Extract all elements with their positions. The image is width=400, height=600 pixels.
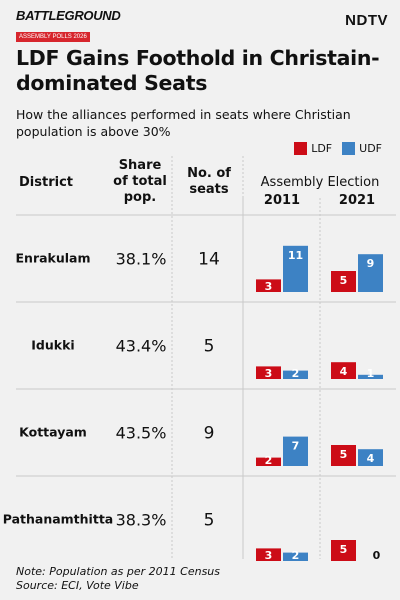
header-election: Assembly Election xyxy=(261,175,380,190)
bar-label-udf-2011: 2 xyxy=(292,549,300,562)
battleground-logo: BATTLEGROUND ASSEMBLY POLLS 2026 xyxy=(16,8,121,42)
bar-udf-2021 xyxy=(358,254,383,292)
header-share: Share xyxy=(119,158,162,173)
bar-udf-2011 xyxy=(283,552,308,561)
bar-label-udf-2021: 4 xyxy=(367,452,375,465)
bar-ldf-2021 xyxy=(331,445,356,466)
share-value: 43.5% xyxy=(116,424,167,443)
share-value: 38.1% xyxy=(116,250,167,269)
bar-label-udf-2021: 1 xyxy=(367,367,375,380)
bar-ldf-2021 xyxy=(331,271,356,292)
source-text: Source: ECI, Vote Vibe xyxy=(16,579,139,592)
bar-udf-2011 xyxy=(283,245,308,292)
bar-udf-2021 xyxy=(358,374,383,379)
share-value: 43.4% xyxy=(116,337,167,356)
seats-value: 9 xyxy=(204,424,215,444)
bar-udf-2011 xyxy=(283,370,308,379)
bar-ldf-2011 xyxy=(256,366,281,379)
bar-label-ldf-2011: 2 xyxy=(265,454,273,467)
bar-label-udf-2021: 9 xyxy=(367,257,375,270)
bar-label-ldf-2021: 5 xyxy=(340,274,348,287)
bar-udf-2021 xyxy=(358,449,383,466)
legend-item-ldf: LDF xyxy=(294,142,332,155)
legend-swatch-ldf xyxy=(294,142,308,155)
chart-title: LDF Gains Foothold in Christain-dominate… xyxy=(16,46,380,95)
legend-label-udf: UDF xyxy=(359,142,382,155)
note-text: Note: Population as per 2011 Census xyxy=(16,565,221,578)
bar-label-udf-2011: 11 xyxy=(288,249,303,262)
bar-udf-2011 xyxy=(283,436,308,466)
header-share: of total xyxy=(113,174,167,189)
bar-ldf-2021 xyxy=(331,540,356,561)
seats-value: 5 xyxy=(204,337,215,357)
footnote: Note: Population as per 2011 Census Sour… xyxy=(16,565,220,593)
bar-label-udf-2011: 7 xyxy=(292,440,300,453)
bar-label-ldf-2011: 3 xyxy=(265,549,273,562)
bar-ldf-2011 xyxy=(256,548,281,561)
district-label: Enrakulam xyxy=(16,251,91,266)
header-year-2021: 2021 xyxy=(339,193,375,208)
header-seats: No. of xyxy=(187,166,231,181)
bar-label-udf-2011: 2 xyxy=(292,367,300,380)
district-label: Kottayam xyxy=(19,425,87,440)
bar-ldf-2011 xyxy=(256,279,281,292)
bar-ldf-2011 xyxy=(256,457,281,466)
header-share: pop. xyxy=(124,190,156,205)
seats-value: 5 xyxy=(204,511,215,531)
bar-label-ldf-2011: 3 xyxy=(265,280,273,293)
logo-subtext: ASSEMBLY POLLS 2026 xyxy=(16,32,90,42)
district-label: Idukki xyxy=(31,338,74,353)
header-district: District xyxy=(19,175,73,190)
legend-label-ldf: LDF xyxy=(311,142,333,155)
legend: LDF UDF xyxy=(294,142,382,155)
bar-label-udf-2021: 0 xyxy=(373,549,381,562)
bar-label-ldf-2021: 4 xyxy=(340,365,348,378)
district-label: Pathanamthitta xyxy=(3,512,113,527)
logo-text: BATTLEGROUND xyxy=(16,8,121,23)
bar-label-ldf-2021: 5 xyxy=(340,448,348,461)
header-seats: seats xyxy=(189,182,229,197)
seats-value: 14 xyxy=(198,250,220,270)
chart-subtitle: How the alliances performed in seats whe… xyxy=(16,107,351,139)
share-value: 38.3% xyxy=(116,511,167,530)
bar-ldf-2021 xyxy=(331,362,356,379)
header-year-2011: 2011 xyxy=(264,193,300,208)
legend-swatch-udf xyxy=(342,142,356,155)
bar-label-ldf-2011: 3 xyxy=(265,367,273,380)
legend-item-udf: UDF xyxy=(342,142,382,155)
brand-logo: NDTV xyxy=(345,12,388,29)
bar-label-ldf-2021: 5 xyxy=(340,543,348,556)
